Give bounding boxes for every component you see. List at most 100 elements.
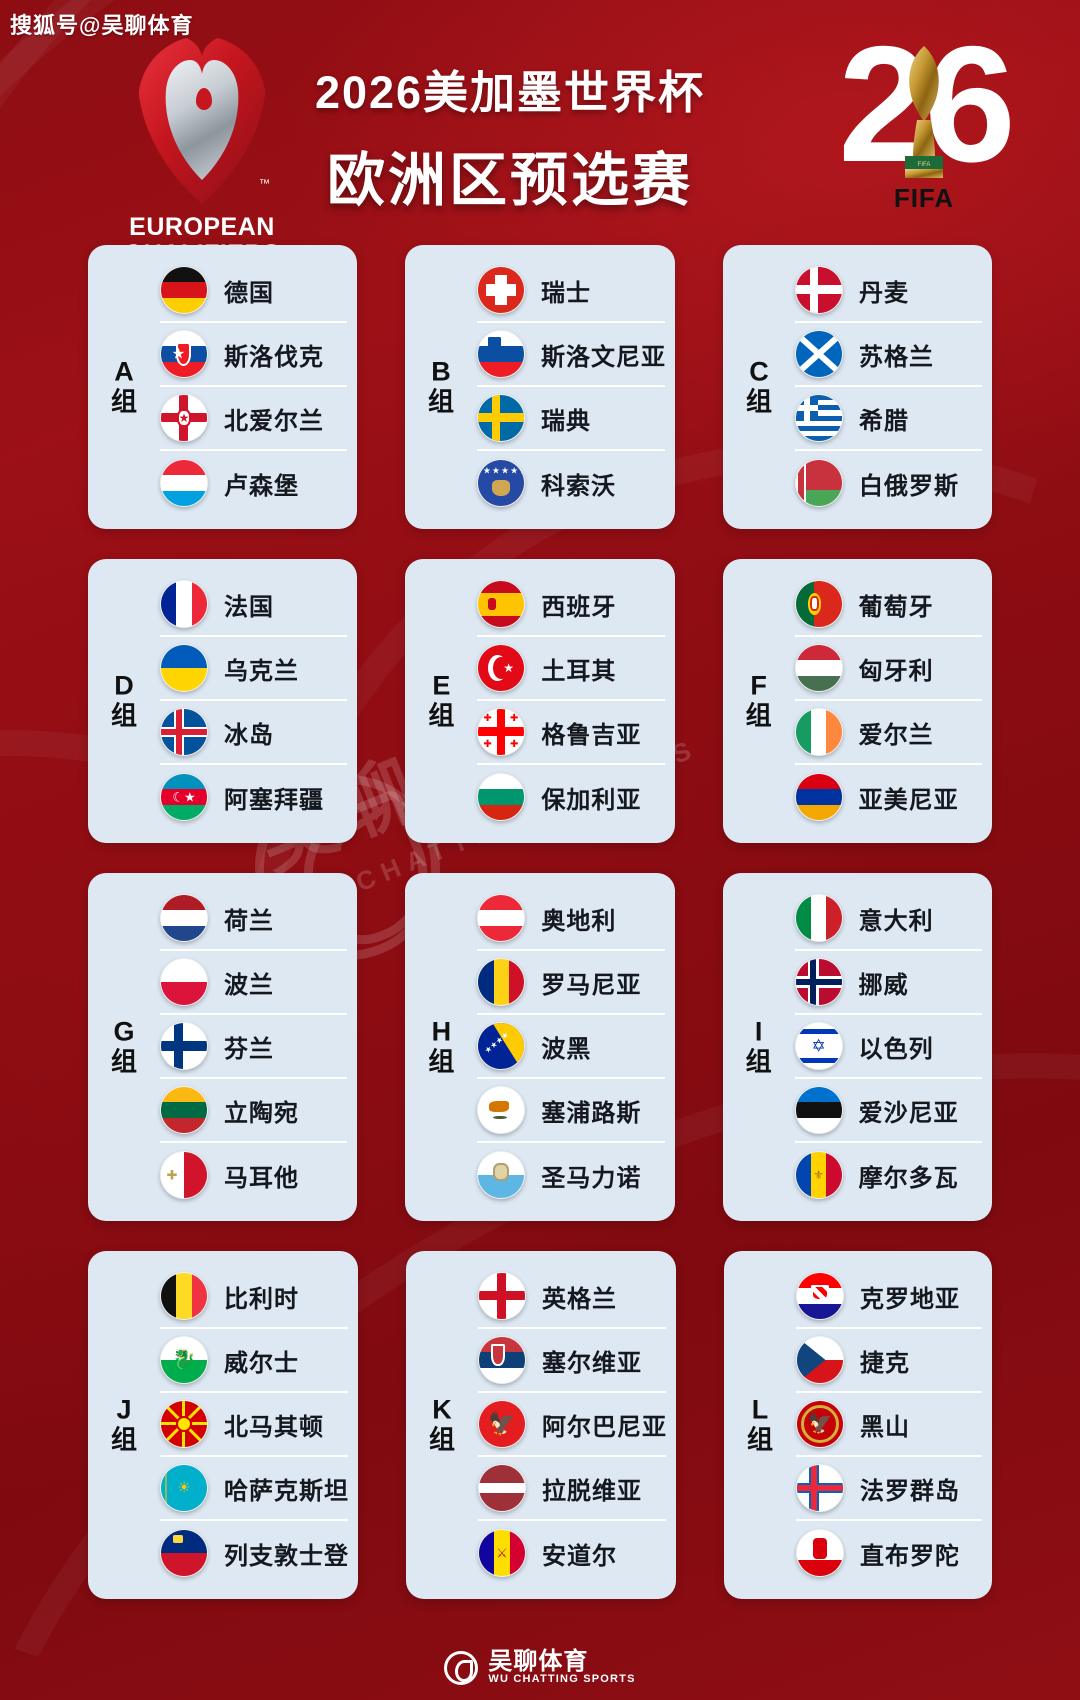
team-row[interactable]: ★ 斯洛伐克	[160, 323, 347, 387]
groups-row: J 组比利时 🐉 威尔士 北马其顿 ☀ 哈萨克斯坦 列支敦士登 K 组英格兰 塞尔维亚 🦅 阿尔巴尼亚拉…	[88, 1251, 992, 1599]
team-row[interactable]: ✚ 马耳他	[160, 1143, 347, 1207]
team-row[interactable]: ⚔ 安道尔	[478, 1521, 666, 1585]
team-row[interactable]: 挪威	[794, 951, 982, 1015]
title-line-2: 欧洲区预选赛	[326, 148, 693, 213]
team-row[interactable]: 🐉 威尔士	[160, 1329, 348, 1393]
team-row[interactable]: 波兰	[160, 951, 348, 1015]
team-name: 安道尔	[542, 1542, 617, 1570]
flag-icon-andorra: ⚔	[478, 1529, 526, 1577]
group-letter: H	[431, 1016, 452, 1047]
team-row[interactable]: 斯洛文尼亚	[477, 323, 665, 387]
flag-icon-germany	[160, 266, 208, 314]
team-row[interactable]: 白俄罗斯	[795, 451, 982, 515]
team-row[interactable]: 塞尔维亚	[478, 1329, 666, 1393]
team-name: 瑞士	[541, 279, 591, 307]
trademark-symbol: ™	[259, 178, 270, 190]
team-name: 瑞典	[541, 407, 591, 435]
group-letter: F	[750, 670, 767, 701]
flag-icon-austria	[477, 894, 526, 942]
groups-row: G 组荷兰 波兰 芬兰 立陶宛 ✚ 马耳他 H 组奥地利 罗马尼亚 ★★★★ 波黑 塞浦路斯 圣马力诺 I 组…	[88, 873, 992, 1221]
team-name: 西班牙	[541, 593, 617, 621]
flag-icon-italy	[794, 894, 843, 942]
team-name: 格鲁吉亚	[541, 721, 642, 749]
team-row[interactable]: 匈牙利	[794, 637, 982, 701]
team-row[interactable]: 卢森堡	[160, 451, 347, 515]
flag-icon-luxembourg	[160, 459, 208, 507]
team-row[interactable]: 德国	[160, 259, 347, 323]
team-row[interactable]: 芬兰	[160, 1015, 348, 1079]
team-row[interactable]: 西班牙	[477, 573, 665, 637]
flag-icon-greece	[795, 394, 843, 442]
team-row[interactable]: ★★★★ 波黑	[477, 1015, 665, 1079]
team-row[interactable]: 奥地利	[477, 887, 665, 951]
team-row[interactable]: 北马其顿	[160, 1393, 348, 1457]
team-name: 塞浦路斯	[541, 1099, 642, 1127]
team-row[interactable]: 🦅 黑山	[796, 1393, 982, 1457]
team-name: 法罗群岛	[860, 1477, 960, 1505]
team-row[interactable]: 圣马力诺	[477, 1143, 664, 1207]
team-row[interactable]: 爱尔兰	[794, 701, 982, 765]
team-row[interactable]: 列支敦士登	[160, 1521, 348, 1585]
team-row[interactable]: 苏格兰	[795, 323, 982, 387]
team-row[interactable]: 克罗地亚	[796, 1265, 982, 1329]
team-row[interactable]: 法国	[160, 573, 348, 637]
flag-icon-belarus	[795, 459, 843, 507]
team-row[interactable]: 罗马尼亚	[477, 951, 665, 1015]
team-row[interactable]: 塞浦路斯	[477, 1079, 665, 1143]
brand-logo-icon	[444, 1650, 479, 1685]
team-row[interactable]: 荷兰	[160, 887, 348, 951]
team-name: 冰岛	[224, 721, 274, 749]
team-row[interactable]: 瑞士	[477, 259, 665, 323]
flag-icon-faroe-islands	[796, 1464, 844, 1512]
team-row[interactable]: 意大利	[794, 887, 982, 951]
group-card-g: G 组 荷兰 波兰 芬兰 立陶宛 ✚ 马耳他	[88, 873, 358, 1221]
team-list: 德国 ★ 斯洛伐克 ★ 北爱尔兰 卢森堡	[160, 259, 347, 515]
group-suffix: 组	[427, 386, 454, 417]
groups-row: D 组法国 乌克兰 冰岛 ☾★ 阿塞拜疆 E 组西班牙 ★ 土耳其 ✚ ✚ ✚ ✚ 格鲁吉亚 保加利亚 F 组葡萄…	[88, 559, 992, 843]
team-row[interactable]: 瑞典	[477, 387, 665, 451]
team-name: 北马其顿	[224, 1413, 324, 1441]
team-row[interactable]: ☾★ 阿塞拜疆	[160, 765, 347, 829]
flag-icon-georgia: ✚ ✚ ✚ ✚	[477, 708, 526, 756]
flag-icon-portugal	[794, 580, 843, 628]
team-row[interactable]: 立陶宛	[160, 1079, 348, 1143]
flag-icon-liechtenstein	[160, 1529, 208, 1577]
team-row[interactable]: 葡萄牙	[794, 573, 982, 637]
team-row[interactable]: 比利时	[160, 1265, 348, 1329]
team-row[interactable]: ★ 北爱尔兰	[160, 387, 347, 451]
team-row[interactable]: ⚜ 摩尔多瓦	[794, 1143, 982, 1207]
team-row[interactable]: 🦅 阿尔巴尼亚	[478, 1393, 666, 1457]
team-row[interactable]: 亚美尼亚	[794, 765, 982, 829]
team-row[interactable]: 直布罗陀	[796, 1521, 982, 1585]
team-row[interactable]: 丹麦	[795, 259, 982, 323]
team-row[interactable]: 捷克	[796, 1329, 982, 1393]
group-card-j: J 组 比利时 🐉 威尔士 北马其顿 ☀ 哈萨克斯坦 列支敦士登	[88, 1251, 358, 1599]
team-name: 荷兰	[224, 907, 274, 935]
group-suffix: 组	[428, 1424, 455, 1455]
team-row[interactable]: 保加利亚	[477, 765, 664, 829]
team-row[interactable]: ✡ 以色列	[794, 1015, 982, 1079]
team-name: 希腊	[859, 407, 909, 435]
flag-icon-moldova: ⚜	[794, 1151, 843, 1199]
group-card-d: D 组 法国 乌克兰 冰岛 ☾★ 阿塞拜疆	[88, 559, 358, 843]
team-row[interactable]: 英格兰	[478, 1265, 666, 1329]
team-row[interactable]: 乌克兰	[160, 637, 348, 701]
team-row[interactable]: ☀ 哈萨克斯坦	[160, 1457, 348, 1521]
team-name: 芬兰	[224, 1035, 274, 1063]
team-row[interactable]: 冰岛	[160, 701, 348, 765]
team-row[interactable]: ★ 土耳其	[477, 637, 665, 701]
team-list: 意大利 挪威 ✡ 以色列 爱沙尼亚 ⚜ 摩尔多瓦	[794, 887, 982, 1207]
team-row[interactable]: ✚ ✚ ✚ ✚ 格鲁吉亚	[477, 701, 665, 765]
team-row[interactable]: 希腊	[795, 387, 982, 451]
team-row[interactable]: 法罗群岛	[796, 1457, 982, 1521]
team-row[interactable]: ★★★★★★ 科索沃	[477, 451, 665, 515]
team-row[interactable]: 拉脱维亚	[478, 1457, 666, 1521]
team-row[interactable]: 爱沙尼亚	[794, 1079, 982, 1143]
team-name: 比利时	[224, 1285, 299, 1313]
team-name: 波兰	[224, 971, 274, 999]
fifa-26-logo: 26 FIFA FIFA	[834, 22, 1016, 222]
